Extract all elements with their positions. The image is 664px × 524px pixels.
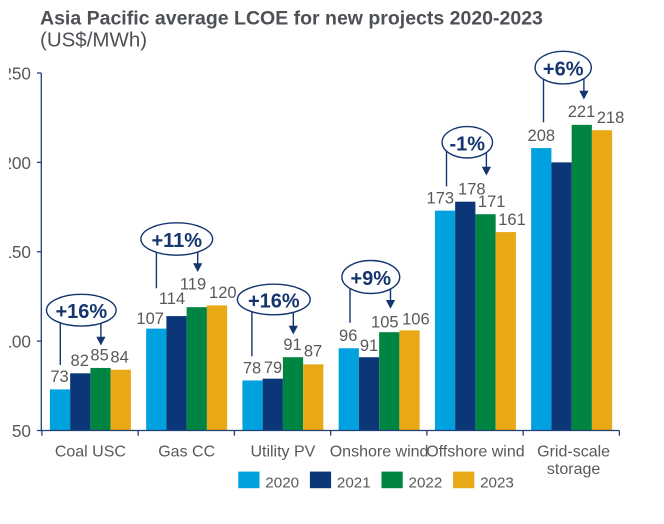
svg-text:105: 105 [371,313,399,331]
svg-text:Utility PV: Utility PV [250,443,315,460]
svg-text:178: 178 [458,181,486,199]
svg-text:114: 114 [159,290,185,308]
svg-text:85: 85 [90,347,108,365]
svg-text:120: 120 [209,284,237,302]
svg-text:221: 221 [568,103,596,121]
svg-text:(US$/MWh): (US$/MWh) [40,29,147,52]
svg-text:2021: 2021 [337,475,371,492]
svg-text:+16%: +16% [248,291,300,313]
svg-text:storage: storage [547,461,600,478]
svg-text:200: 200 [2,153,31,173]
svg-text:173: 173 [427,190,455,208]
svg-text:Onshore wind: Onshore wind [330,443,429,460]
svg-text:50: 50 [12,421,31,441]
svg-text:82: 82 [71,352,89,370]
svg-text:-1%: -1% [450,133,486,155]
svg-text:Grid-scale: Grid-scale [537,443,610,460]
svg-text:73: 73 [50,368,68,386]
svg-text:208: 208 [528,127,556,145]
svg-text:Gas CC: Gas CC [158,443,215,460]
svg-text:150: 150 [2,242,31,262]
svg-text:78: 78 [243,359,261,377]
svg-text:100: 100 [2,332,31,352]
svg-text:84: 84 [110,349,128,367]
svg-text:Asia Pacific average LCOE for: Asia Pacific average LCOE for new projec… [40,8,543,30]
svg-text:161: 161 [498,211,526,229]
svg-text:96: 96 [339,327,357,345]
svg-text:119: 119 [180,275,206,293]
svg-text:2022: 2022 [409,475,443,492]
svg-text:2023: 2023 [480,475,514,492]
svg-text:87: 87 [304,342,322,360]
svg-text:250: 250 [2,63,31,83]
svg-text:91: 91 [283,336,301,354]
svg-text:+16%: +16% [55,301,107,323]
svg-text:Offshore wind: Offshore wind [426,443,524,460]
svg-text:+11%: +11% [151,230,202,252]
svg-text:171: 171 [478,193,506,211]
svg-text:+6%: +6% [543,59,584,81]
svg-text:218: 218 [597,109,625,127]
svg-text:107: 107 [136,310,164,328]
svg-text:79: 79 [264,359,282,377]
svg-text:+9%: +9% [351,268,392,290]
svg-text:Coal USC: Coal USC [55,443,126,460]
svg-text:91: 91 [360,337,378,355]
svg-text:106: 106 [402,311,430,329]
svg-text:2020: 2020 [265,475,299,492]
